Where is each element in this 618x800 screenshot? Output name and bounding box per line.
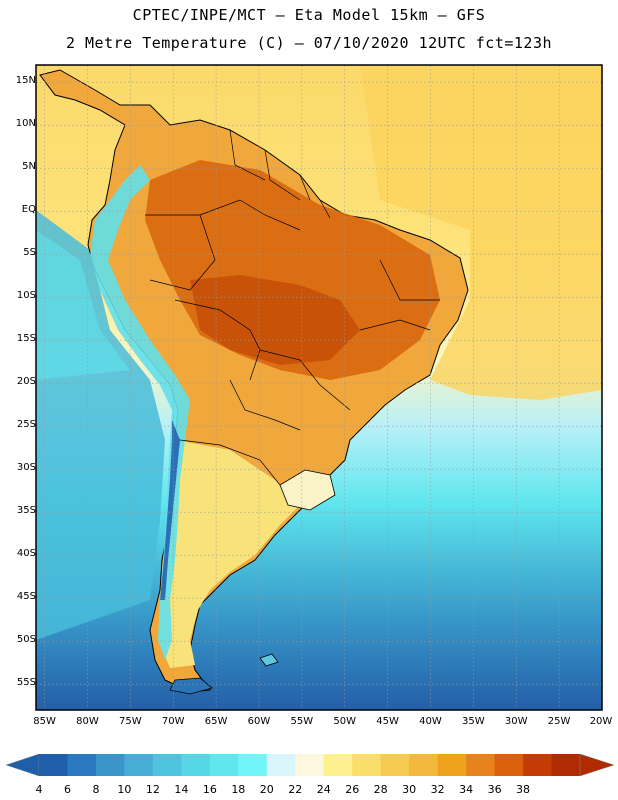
longitude-label: 80W	[76, 716, 99, 727]
longitude-label: 50W	[333, 716, 357, 727]
colorbar-label: 24	[316, 783, 331, 796]
longitude-label: 20W	[589, 716, 613, 727]
colorbar-swatch	[323, 754, 353, 776]
colorbar-label: 8	[92, 783, 100, 796]
latitude-label: 10N	[15, 118, 36, 130]
colorbar-swatch	[95, 754, 125, 776]
colorbar-swatch	[209, 754, 239, 776]
colorbar-swatch	[466, 754, 496, 776]
longitude-label: 65W	[204, 716, 228, 727]
latitude-label: 35S	[16, 505, 36, 517]
falkland-islands	[259, 653, 279, 667]
latitude-label: EQ	[21, 204, 36, 216]
pacific-coastal-zone	[36, 230, 130, 380]
colorbar-label: 14	[174, 783, 189, 796]
longitude-label: 70W	[161, 716, 185, 727]
colorbar-label: 32	[430, 783, 445, 796]
uruguay-region	[279, 469, 336, 511]
colorbar-label: 16	[202, 783, 217, 796]
colorbar-swatch	[352, 754, 382, 776]
longitude-label: 45W	[376, 716, 399, 727]
tierra-del-fuego	[169, 677, 213, 695]
colorbar-swatch	[437, 754, 467, 776]
colorbar-label: 26	[345, 783, 360, 796]
colorbar-label: 4	[35, 783, 43, 796]
colorbar-swatch	[409, 754, 439, 776]
colorbar-swatch	[523, 754, 553, 776]
colorbar-swatch	[551, 754, 581, 776]
latitude-label: 10S	[16, 290, 36, 302]
latitude-label: 50S	[16, 634, 36, 646]
latitude-label: 45S	[16, 591, 36, 603]
lat-lon-grid	[36, 65, 602, 710]
colorbar-label: 12	[145, 783, 160, 796]
colorbar-high-arrow	[579, 753, 615, 777]
longitude-label: 40W	[419, 716, 442, 727]
map-title-line-1: CPTEC/INPE/MCT – Eta Model 15km – GFS	[132, 6, 486, 24]
colorbar-label: 28	[373, 783, 388, 796]
colorbar-swatch	[380, 754, 410, 776]
colorbar-label: 30	[402, 783, 417, 796]
longitude-label: 75W	[119, 716, 142, 727]
latitude-label: 15S	[16, 333, 36, 345]
colorbar-label: 18	[231, 783, 246, 796]
colorbar-label: 6	[63, 783, 71, 796]
colorbar-swatch	[67, 754, 97, 776]
map-title-line-2: 2 Metre Temperature (C) – 07/10/2020 12U…	[65, 34, 553, 52]
colorbar-label: 22	[288, 783, 303, 796]
colorbar-label: 10	[117, 783, 132, 796]
longitude-label: 35W	[462, 716, 485, 727]
colorbar-swatch	[295, 754, 325, 776]
longitude-label: 60W	[247, 716, 271, 727]
longitude-label: 25W	[547, 716, 571, 727]
colorbar-swatch	[266, 754, 296, 776]
colorbar-label: 38	[516, 783, 531, 796]
latitude-label: 25S	[16, 419, 36, 431]
colorbar	[5, 753, 615, 777]
country-borders	[145, 129, 440, 486]
longitude-label: 85W	[33, 716, 56, 727]
colorbar-label: 36	[487, 783, 502, 796]
colorbar-swatch	[181, 754, 211, 776]
andes-cold-strip	[90, 165, 190, 660]
colorbar-swatch	[238, 754, 268, 776]
tropical-atlantic-warm-zone	[360, 65, 602, 400]
latitude-label: 5S	[23, 247, 36, 259]
latitude-label: 40S	[16, 548, 36, 560]
colorbar-low-arrow	[5, 753, 40, 777]
temperature-map	[35, 64, 603, 711]
latitude-label: 20S	[16, 376, 36, 388]
colorbar-swatch	[124, 754, 154, 776]
colorbar-swatch	[494, 754, 524, 776]
colorbar-label: 20	[259, 783, 274, 796]
longitude-label: 30W	[504, 716, 528, 727]
southern-cone-field	[158, 440, 300, 668]
colorbar-swatch	[152, 754, 182, 776]
colorbar-label: 34	[459, 783, 474, 796]
latitude-label: 5N	[22, 161, 36, 173]
longitude-label: 55W	[290, 716, 314, 727]
map-frame	[35, 64, 603, 711]
colorbar-swatch	[39, 754, 68, 776]
latitude-label: 15N	[15, 75, 36, 87]
latitude-label: 30S	[16, 462, 36, 474]
latitude-label: 55S	[16, 677, 36, 689]
